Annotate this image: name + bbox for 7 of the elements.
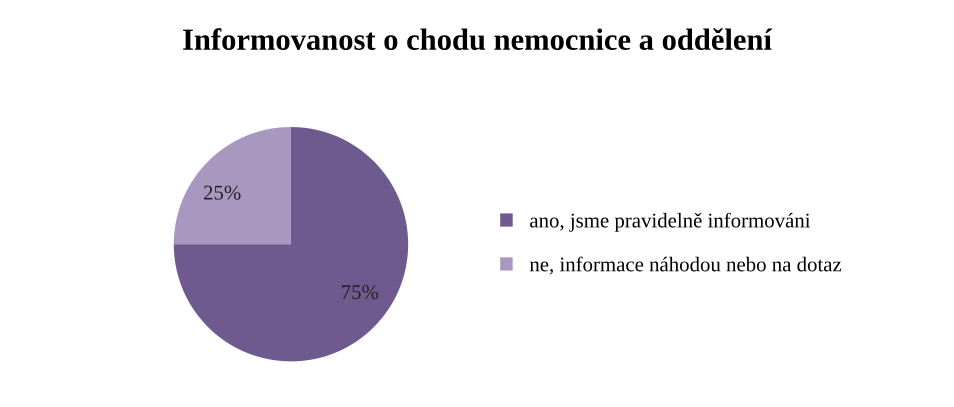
chart-title: Informovanost o chodu nemocnice a oddělení	[183, 28, 772, 50]
data-label: 25%	[204, 186, 241, 200]
legend-label: ne, informace náhodou nebo na dotaz	[530, 256, 842, 274]
legend-label: ano, jsme pravidelně informováni	[530, 212, 810, 232]
data-label: 75%	[342, 285, 378, 300]
pie-slice	[174, 126, 408, 362]
pie-slice	[174, 126, 291, 244]
